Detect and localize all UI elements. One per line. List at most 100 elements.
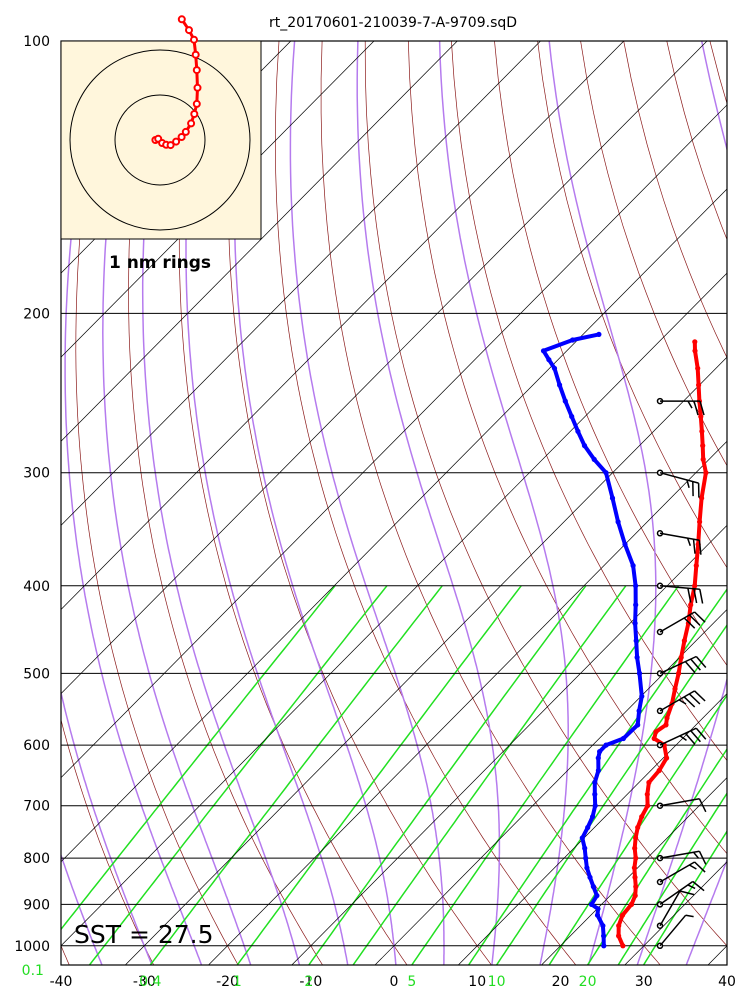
dewpoint-profile-point bbox=[588, 901, 595, 908]
wind-barb-staff bbox=[659, 532, 700, 541]
moist-adiabat bbox=[438, 41, 569, 965]
dry-adiabat bbox=[364, 41, 727, 947]
temperature-profile-point bbox=[693, 563, 699, 569]
wind-barb-staff bbox=[659, 585, 700, 590]
temperature-profile-point bbox=[697, 519, 703, 525]
temperature-profile-point bbox=[696, 382, 702, 388]
dewpoint-profile-point bbox=[551, 365, 558, 371]
wind-barb-feather bbox=[684, 661, 696, 674]
temperature-profile-point bbox=[633, 884, 639, 890]
temperature-profile-point bbox=[656, 767, 662, 774]
dewpoint-profile-point bbox=[590, 814, 596, 820]
temperature-tick-label: -30 bbox=[133, 974, 156, 990]
dewpoint-profile-point bbox=[585, 824, 591, 831]
wind-barb-staff bbox=[659, 914, 687, 947]
dewpoint-profile-point bbox=[603, 470, 609, 476]
dewpoint-profile-point bbox=[601, 943, 607, 949]
mixing-ratio-line bbox=[61, 585, 336, 931]
wind-barb bbox=[656, 690, 706, 715]
dewpoint-profile-point bbox=[592, 791, 598, 797]
dewpoint-profile-point bbox=[633, 602, 639, 608]
dry-adiabat bbox=[666, 41, 727, 241]
wind-barb bbox=[656, 850, 707, 865]
wind-barb-feather bbox=[699, 400, 705, 416]
dewpoint-profile-point bbox=[636, 670, 643, 677]
dewpoint-profile-point bbox=[591, 456, 597, 462]
temperature-tick-label: -40 bbox=[50, 974, 73, 990]
mixing-ratio-label: 10 bbox=[488, 974, 506, 990]
hodograph-point bbox=[193, 83, 202, 92]
mixing-ratio-line bbox=[236, 585, 522, 965]
temperature-profile-point bbox=[633, 835, 639, 841]
wind-barb bbox=[656, 727, 707, 749]
temperature-tick-label: 40 bbox=[718, 974, 736, 990]
dewpoint-profile-point bbox=[581, 443, 588, 449]
temperature-profile-point bbox=[688, 602, 694, 608]
moist-adiabat bbox=[685, 858, 727, 965]
dewpoint-profile-point bbox=[635, 722, 641, 728]
temperature-profile-point bbox=[692, 583, 698, 589]
dewpoint-profile-point bbox=[595, 755, 601, 761]
wind-barb bbox=[656, 530, 702, 555]
dewpoint-profile-point bbox=[630, 563, 636, 569]
moist-adiabat bbox=[61, 852, 103, 965]
dewpoint-profile-point bbox=[590, 884, 597, 890]
temperature-profile-point bbox=[695, 365, 701, 371]
wind-barb-feather bbox=[687, 884, 696, 890]
dry-adiabat bbox=[227, 41, 492, 965]
temperature-profile-point bbox=[676, 670, 682, 677]
isotherm bbox=[61, 272, 727, 947]
pressure-tick-label: 800 bbox=[23, 851, 50, 867]
wind-barb-feather bbox=[685, 914, 694, 918]
wind-barb-feather bbox=[686, 479, 690, 488]
plot-frame bbox=[60, 40, 728, 966]
dewpoint-profile-point bbox=[584, 865, 590, 871]
dewpoint-profile-point bbox=[587, 874, 593, 880]
dewpoint-profile-point bbox=[596, 331, 602, 337]
dewpoint-profile-point bbox=[594, 893, 600, 899]
pressure-tick-label: 100 bbox=[23, 34, 50, 50]
isotherm bbox=[61, 41, 458, 442]
temperature-profile-point bbox=[620, 943, 626, 949]
hodograph-point bbox=[192, 99, 201, 108]
wind-barb bbox=[656, 397, 705, 416]
wind-barb-feather bbox=[688, 693, 701, 705]
temperature-profile-point bbox=[651, 735, 657, 742]
dry-adiabat bbox=[61, 944, 70, 965]
hodograph-point bbox=[177, 15, 186, 24]
isotherm bbox=[374, 608, 727, 965]
dry-adiabat bbox=[623, 41, 727, 359]
mixing-ratio-label: 1 bbox=[233, 974, 242, 990]
dewpoint-profile-point bbox=[615, 519, 621, 525]
isotherm bbox=[624, 861, 727, 965]
wind-barb bbox=[656, 890, 695, 929]
mixing-ratio-line bbox=[149, 585, 443, 965]
isotherm bbox=[61, 104, 727, 779]
temperature-tick-label: -20 bbox=[216, 974, 239, 990]
hodograph-point bbox=[190, 110, 199, 118]
pressure-tick-label: 300 bbox=[23, 466, 50, 482]
dry-adiabat bbox=[61, 41, 155, 965]
wind-barb-feather bbox=[698, 540, 702, 555]
wind-barb-staff bbox=[659, 655, 697, 675]
pressure-tick-label: 200 bbox=[23, 306, 50, 322]
moist-adiabat bbox=[233, 41, 397, 965]
isotherm bbox=[541, 777, 727, 965]
temperature-profile-point bbox=[632, 874, 638, 880]
moist-adiabat bbox=[356, 41, 501, 965]
temperature-profile-point bbox=[616, 923, 622, 929]
temperature-profile-point bbox=[692, 339, 698, 345]
temperature-profile-point bbox=[678, 654, 684, 661]
wind-barb-feather bbox=[679, 890, 695, 896]
dewpoint-profile-point bbox=[592, 803, 598, 809]
wind-barb-feather bbox=[698, 798, 707, 813]
mixing-ratio-line bbox=[548, 693, 727, 965]
dewpoint-profile-line bbox=[541, 332, 644, 948]
isotherm bbox=[707, 945, 727, 965]
temperature-profile-point bbox=[685, 620, 692, 626]
dewpoint-profile-point bbox=[570, 337, 576, 343]
dewpoint-profile-point bbox=[633, 638, 639, 644]
pressure-tick-label: 400 bbox=[23, 579, 50, 595]
moist-adiabat bbox=[102, 41, 252, 965]
wind-barb-feather bbox=[687, 588, 692, 603]
